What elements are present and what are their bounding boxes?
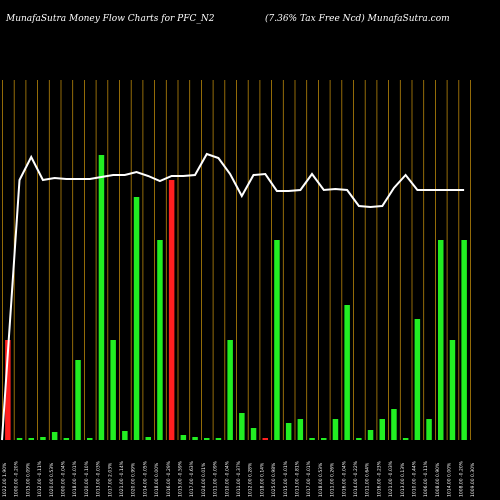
x-tick-label: 1011.00 -0.37% [236,460,242,497]
x-tick-label: 1012.00 0.28% [248,462,254,497]
money-flow-bar [168,180,175,440]
chart-subtitle: (7.36% Tax Free Ncd) MunafaSutra.com [265,14,450,24]
x-tick-label: 1014.00 -0.22% [353,460,359,497]
money-flow-bar [426,419,432,440]
money-flow-bar [414,319,421,440]
x-tick-label: 1015.00 -0.59% [178,460,184,497]
money-flow-bar [122,431,128,440]
x-tick-label: 1015.00 0.09% [25,462,31,497]
x-tick-label: 1015.00 -0.01% [283,460,289,497]
money-flow-bar [402,438,409,440]
money-flow-bar [180,435,187,440]
bars [5,155,467,440]
price-line-group [1,152,465,441]
x-tick-label: 1010.00 -0.44% [412,460,418,497]
money-flow-bar [449,340,456,440]
money-flow-bar [438,240,444,440]
money-flow-bar [344,305,350,440]
x-tick-label: 1021.00 -0.14% [119,460,125,497]
money-flow-bar [51,432,58,440]
x-tick-label: 1025.00 0.98% [271,462,277,497]
x-tick-label: 1020.00 0.99% [131,462,137,497]
x-tick-label: 1017.00 -0.01% [306,460,312,497]
x-tick-label: 1010.00 -0.04% [224,460,230,497]
x-tick-label: 1009.00 0.30% [470,462,476,497]
money-flow-bar [356,438,362,440]
money-flow-bar [367,430,374,440]
money-flow-bar [379,419,385,440]
x-tick-label: 1006.00 -0.11% [423,460,429,497]
x-tick-label: 1018.00 0.14% [259,462,265,497]
x-tick-label: 1016.00 -0.04% [341,460,347,497]
money-flow-bar [309,438,315,440]
x-tick-label: 1013.00 -0.03% [96,460,102,497]
money-flow-bar [285,423,292,440]
money-flow-bar [239,413,245,440]
x-tick-label: 1021.00 -0.03% [388,460,394,497]
money-flow-bar [145,437,151,440]
price-line [1,152,465,441]
money-flow-bar [75,360,81,440]
x-tick-label: 1014.00 0.00% [447,462,453,497]
grid-lines [2,80,471,440]
x-tick-label: 1013.00 -0.81% [295,460,301,497]
x-tick-label: 1016.00 -0.29% [166,460,172,497]
money-flow-bar [110,340,116,440]
x-tick-label: 1017.00 -0.63% [189,460,195,497]
x-tick-label: 1022.00 1.90% [2,462,8,497]
money-flow-bar [297,419,304,440]
money-flow-bar [461,240,467,440]
x-tick-label: 1018.00 0.00% [154,462,160,497]
x-tick-label: 1013.00 0.13% [400,462,406,497]
money-flow-bar [215,438,222,440]
money-flow-bar [250,428,257,440]
money-flow-bar [274,240,280,440]
money-flow-bar [391,409,397,440]
money-flow-bar [192,437,198,440]
x-tick-label: 1008.00 -0.20% [458,460,464,497]
x-tick-label: 1017.00 2.03% [107,462,113,497]
money-flow-bar [157,240,163,440]
x-tick-label: 1020.00 -0.10% [84,460,90,497]
money-flow-bar [133,197,140,440]
money-flow-bar [16,438,23,440]
x-tick-label: 1016.00 -0.23% [376,460,382,497]
x-tick-labels: 1022.00 1.90% 1000.00 -0.20% 1015.00 0.09%… [2,460,476,497]
money-flow-bar [332,419,339,440]
x-tick-label: 1011.00 0.64% [365,462,371,497]
x-tick-label: 1011.00 0.26% [330,462,336,497]
money-flow-bar [262,438,268,440]
money-flow-bar [87,438,93,440]
money-flow-bar [63,438,70,440]
money-flow-bar [40,437,46,440]
money-flow-bar [28,438,34,440]
x-tick-label: 1024.00 0.01% [201,462,207,497]
money-flow-bar [227,340,233,440]
x-tick-label: 1018.00 -0.01% [72,460,78,497]
x-tick-label: 1008.00 0.90% [435,462,441,497]
x-tick-label: 1000.00 -0.04% [61,460,67,497]
x-tick-label: 1011.00 -0.09% [213,460,219,497]
chart-title: MunafaSutra Money Flow Charts for PFC_N2 [6,14,215,24]
x-tick-label: 1020.00 0.53% [49,462,55,497]
x-tick-label: 1012.00 -0.11% [37,460,43,497]
money-flow-bar [204,438,210,440]
x-tick-label: 1000.00 -0.20% [14,460,20,497]
money-flow-bar [5,340,11,440]
money-flow-bar [98,155,105,440]
x-tick-label: 1014.00 -0.05% [142,460,148,497]
money-flow-bar [321,438,327,440]
x-tick-label: 1018.00 0.53% [318,462,324,497]
